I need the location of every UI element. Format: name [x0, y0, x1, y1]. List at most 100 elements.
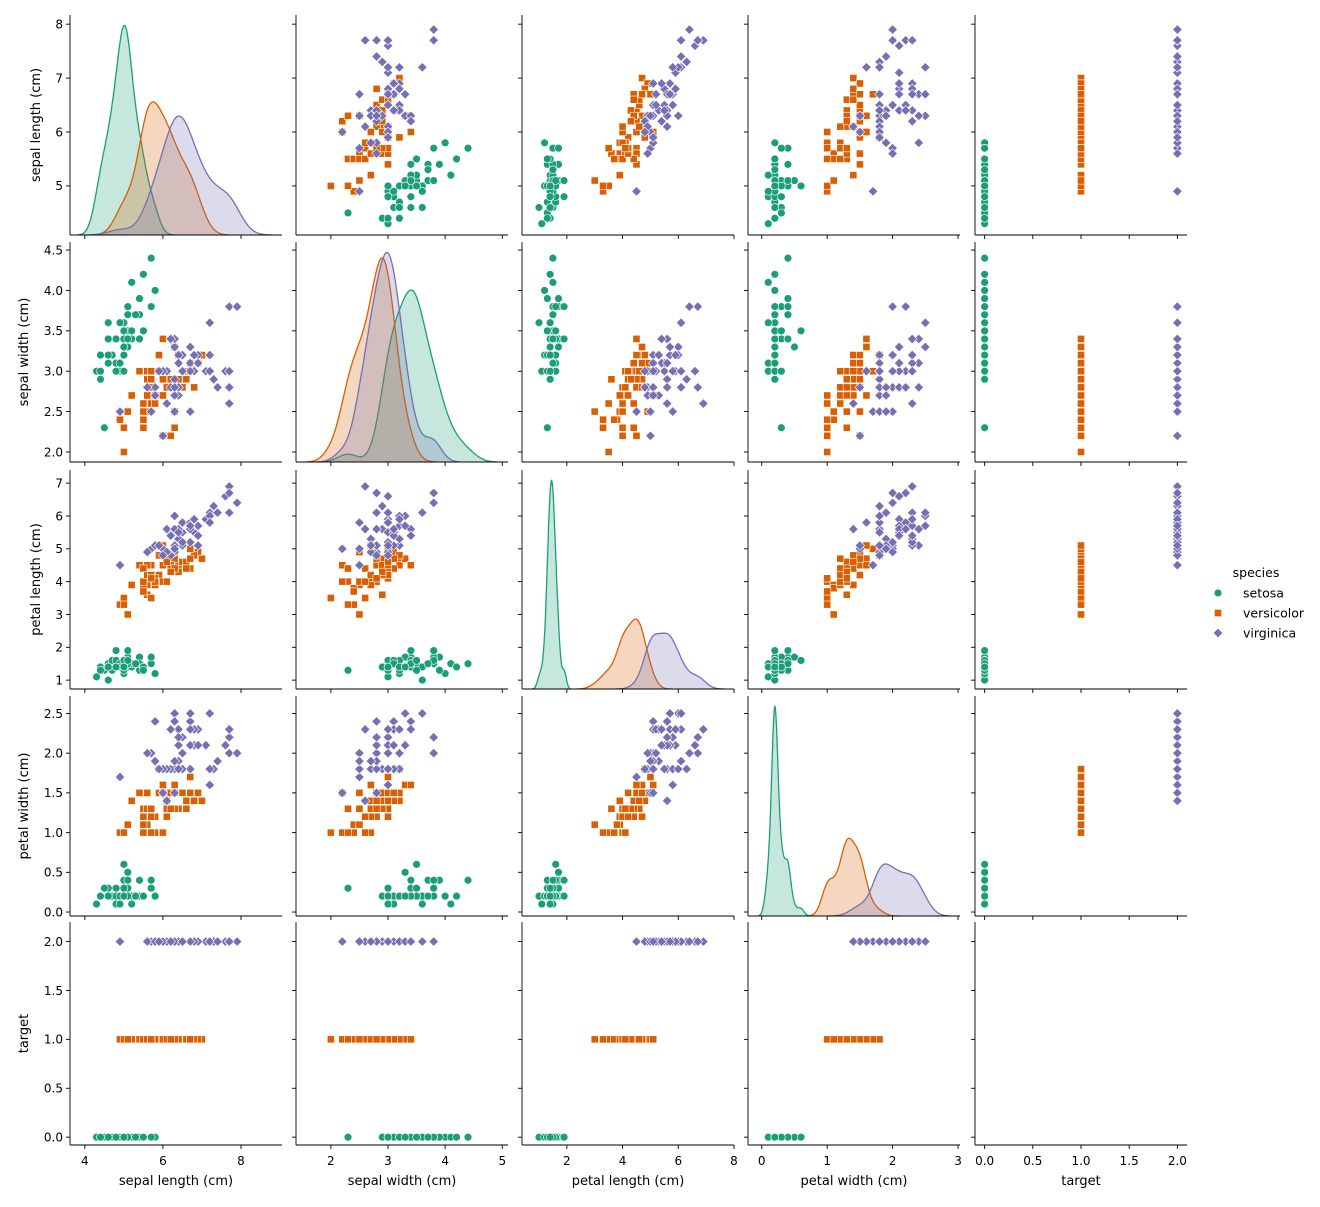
- data-point-diamond: [675, 35, 687, 46]
- data-point-diamond: [204, 317, 215, 328]
- data-point-diamond: [854, 382, 866, 393]
- data-point-circle: [418, 203, 427, 212]
- data-point-diamond: [1172, 390, 1183, 401]
- data-point-square: [355, 610, 364, 619]
- data-point-diamond: [177, 365, 188, 377]
- data-point-circle: [139, 891, 148, 901]
- data-point-diamond: [861, 365, 872, 377]
- data-point-diamond: [661, 398, 673, 409]
- data-point-circle: [423, 891, 433, 901]
- data-point-diamond: [354, 543, 365, 555]
- data-point-square: [836, 144, 845, 153]
- data-point-diamond: [692, 936, 704, 947]
- data-point-diamond: [681, 763, 692, 775]
- data-point-circle: [383, 891, 393, 901]
- data-point-square: [123, 407, 132, 416]
- data-point-circle: [440, 138, 450, 147]
- data-point-circle: [435, 666, 444, 675]
- data-point-diamond: [647, 787, 659, 799]
- data-point-circle: [777, 143, 786, 153]
- data-point-diamond: [382, 132, 394, 143]
- data-point-square: [361, 155, 370, 163]
- data-point-diamond: [874, 500, 885, 512]
- data-point-diamond: [354, 517, 365, 528]
- data-point-diamond: [428, 24, 439, 35]
- data-point-square: [182, 804, 191, 813]
- data-point-square: [344, 182, 352, 190]
- data-point-circle: [980, 899, 989, 909]
- data-point-circle: [423, 659, 433, 668]
- data-point-diamond: [861, 517, 872, 528]
- data-point-diamond: [157, 550, 169, 561]
- data-point-diamond: [169, 390, 180, 401]
- y-axis-label: petal length (cm): [29, 523, 44, 636]
- data-point-circle: [980, 181, 989, 191]
- data-point-diamond: [169, 755, 180, 767]
- data-point-circle: [980, 358, 989, 368]
- data-point-diamond: [867, 559, 879, 571]
- data-point-square: [862, 1035, 871, 1044]
- data-point-diamond: [169, 341, 180, 353]
- data-point-circle: [980, 253, 989, 263]
- data-point-square: [151, 399, 160, 408]
- data-point-diamond: [231, 497, 243, 509]
- data-point-square: [829, 176, 838, 185]
- data-point-circle: [764, 278, 773, 287]
- data-point-square: [166, 567, 175, 576]
- data-point-square: [855, 160, 864, 169]
- data-point-square: [147, 1035, 156, 1044]
- data-point-circle: [412, 154, 421, 164]
- data-point-circle: [770, 310, 780, 319]
- x-tick-label: 4: [81, 1154, 89, 1168]
- x-tick-label: 1.0: [1071, 1154, 1090, 1168]
- data-point-square: [599, 828, 607, 837]
- data-point-diamond: [645, 110, 656, 122]
- data-point-square: [855, 90, 864, 99]
- data-point-circle: [559, 334, 569, 344]
- data-point-diamond: [1172, 301, 1183, 312]
- data-point-circle: [412, 181, 421, 191]
- data-point-circle: [343, 1132, 353, 1142]
- data-point-square: [590, 176, 599, 185]
- data-point-diamond: [661, 357, 673, 369]
- data-point-square: [842, 558, 851, 566]
- legend-marker-versicolor: [1214, 609, 1222, 617]
- data-point-diamond: [887, 24, 898, 35]
- data-point-diamond: [1172, 148, 1183, 159]
- data-point-square: [1077, 415, 1085, 424]
- data-point-diamond: [204, 708, 215, 719]
- data-point-square: [1077, 812, 1085, 821]
- data-point-square: [349, 587, 358, 596]
- y-tick-label: 5: [55, 542, 63, 556]
- data-point-diamond: [354, 771, 365, 783]
- data-point-diamond: [893, 341, 905, 353]
- data-point-circle: [452, 154, 461, 164]
- data-point-square: [869, 1035, 877, 1044]
- data-point-diamond: [220, 740, 231, 751]
- data-point-square: [849, 581, 858, 589]
- data-point-square: [823, 128, 832, 136]
- data-point-square: [624, 812, 633, 821]
- data-point-circle: [980, 326, 989, 336]
- panel-2-0: 1 2 3 4 5 6 7: [55, 470, 282, 693]
- data-point-square: [116, 415, 124, 424]
- data-point-diamond: [377, 56, 388, 68]
- data-point-diamond: [371, 487, 382, 499]
- data-point-square: [607, 375, 616, 384]
- data-point-circle: [119, 326, 129, 336]
- data-point-circle: [104, 891, 113, 901]
- data-point-square: [624, 367, 633, 376]
- data-point-square: [638, 343, 646, 351]
- data-point-diamond: [382, 779, 394, 791]
- x-axis-label: target: [1061, 1174, 1101, 1189]
- data-point-diamond: [354, 89, 365, 100]
- data-point-square: [378, 590, 387, 599]
- data-point-square: [836, 571, 845, 579]
- data-point-square: [823, 594, 832, 602]
- data-point-diamond: [192, 357, 204, 369]
- panel-3-0: 0.0 0.5 1.0 1.5 2.0 2.5: [44, 696, 282, 920]
- data-point-diamond: [920, 507, 931, 518]
- data-point-diamond: [692, 747, 704, 759]
- data-point-square: [842, 375, 851, 384]
- data-point-square: [849, 84, 858, 93]
